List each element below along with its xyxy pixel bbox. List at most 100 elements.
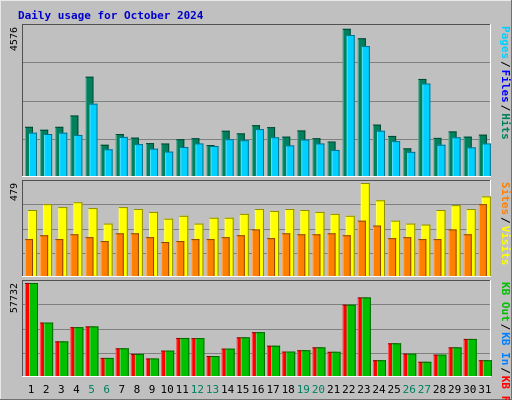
- bar-sites-day-25: [388, 238, 397, 276]
- x-tick-label-day-23: 23: [357, 383, 370, 396]
- panel-1-legend-separator: /: [499, 105, 512, 112]
- bar-kbout-day-29: [452, 347, 462, 376]
- bar-sites-day-14: [221, 237, 230, 276]
- bar-pages-day-23: [361, 46, 370, 176]
- bar-sites-day-29: [448, 229, 457, 276]
- panel-1-legend-files: Files: [499, 70, 512, 103]
- bar-pages-day-15: [240, 140, 249, 176]
- x-tick-label-day-21: 21: [327, 383, 340, 396]
- x-tick-label-day-9: 9: [149, 383, 156, 396]
- bar-kbout-day-21: [331, 351, 341, 376]
- x-tick-label-day-17: 17: [266, 383, 279, 396]
- bar-pages-day-16: [255, 129, 264, 176]
- panel-2-legend-sites: Sites: [499, 182, 512, 215]
- panel-1-legend-separator: /: [499, 61, 512, 68]
- bar-kbout-day-27: [422, 361, 432, 376]
- bar-kbout-day-31: [482, 360, 492, 376]
- bar-pages-day-13: [210, 146, 219, 176]
- bar-pages-day-3: [59, 132, 68, 176]
- x-tick-label-day-30: 30: [463, 383, 476, 396]
- bar-sites-day-13: [206, 239, 215, 276]
- x-tick-label-day-24: 24: [372, 383, 386, 396]
- bar-sites-day-6: [100, 241, 109, 276]
- bar-pages-day-24: [376, 130, 385, 176]
- bar-kbout-day-8: [134, 353, 144, 376]
- x-tick-label-day-14: 14: [221, 383, 235, 396]
- bar-pages-day-19: [301, 139, 310, 176]
- bar-pages-day-7: [119, 136, 128, 176]
- bar-kbout-day-2: [44, 322, 54, 376]
- x-tick-label-day-16: 16: [251, 383, 264, 396]
- bar-pages-day-12: [195, 143, 204, 176]
- x-tick-label-day-27: 27: [418, 383, 431, 396]
- panel-2-max-label: 479: [9, 183, 20, 201]
- panel-1-legend-pages: Pages: [499, 26, 512, 59]
- bar-sites-day-23: [357, 220, 366, 276]
- bar-kbout-day-30: [467, 338, 477, 376]
- panel-2-legend-visits: Visits: [499, 226, 512, 266]
- panel-2-legend-separator: /: [499, 217, 512, 224]
- bar-pages-day-30: [467, 147, 476, 176]
- bar-kbout-day-19: [301, 350, 311, 376]
- bar-kbout-day-11: [180, 337, 190, 376]
- bar-sites-day-28: [433, 239, 442, 276]
- panel-3-max-label: 57732: [9, 283, 20, 313]
- x-tick-label-day-7: 7: [118, 383, 125, 396]
- x-tick-label-day-13: 13: [206, 383, 219, 396]
- bar-kbout-day-24: [376, 360, 386, 376]
- bar-sites-day-30: [463, 234, 472, 276]
- bar-kbout-day-3: [59, 341, 69, 376]
- panel-3-legend-separator: /: [499, 367, 512, 374]
- bar-kbout-day-4: [74, 327, 84, 376]
- bar-kbout-day-17: [271, 345, 281, 376]
- panel-3-legend-kb-f: KB F: [499, 376, 512, 400]
- x-tick-label-day-25: 25: [387, 383, 400, 396]
- bar-kbout-day-5: [89, 326, 99, 376]
- x-tick-label-day-22: 22: [342, 383, 355, 396]
- bar-kbout-day-16: [255, 332, 265, 376]
- panel-3-legend-kb-out: KB Out: [499, 282, 512, 322]
- bar-sites-day-20: [312, 234, 321, 276]
- bar-pages-day-18: [286, 145, 295, 176]
- bar-sites-day-18: [282, 233, 291, 276]
- bar-sites-day-15: [236, 235, 245, 276]
- bar-pages-day-10: [165, 151, 174, 176]
- bar-kbout-day-15: [240, 337, 250, 376]
- bar-kbout-day-1: [29, 283, 38, 376]
- bar-kbout-day-14: [225, 348, 235, 376]
- bar-sites-day-12: [191, 239, 200, 276]
- x-tick-label-day-18: 18: [282, 383, 295, 396]
- bar-kbout-day-25: [392, 343, 402, 376]
- bar-pages-day-14: [225, 139, 234, 176]
- x-tick-label-day-15: 15: [236, 383, 249, 396]
- x-tick-label-day-2: 2: [43, 383, 50, 396]
- bar-kbout-day-6: [104, 357, 114, 376]
- bar-sites-day-31: [478, 204, 487, 276]
- bar-sites-day-17: [267, 238, 276, 276]
- panel-3-legend-separator: /: [499, 324, 512, 331]
- x-tick-label-day-8: 8: [134, 383, 141, 396]
- bar-kbout-day-12: [195, 338, 205, 376]
- bar-kbout-day-7: [119, 348, 129, 376]
- bar-pages-day-11: [180, 147, 189, 176]
- bar-kbout-day-28: [437, 354, 447, 376]
- bar-pages-day-6: [104, 149, 113, 176]
- bar-sites-day-22: [342, 235, 351, 276]
- bar-kbout-day-10: [165, 350, 175, 376]
- bar-sites-day-2: [40, 235, 49, 276]
- x-tick-label-day-5: 5: [88, 383, 95, 396]
- bar-kbout-day-18: [286, 351, 296, 376]
- x-tick-label-day-6: 6: [103, 383, 110, 396]
- bar-sites-day-9: [146, 237, 155, 276]
- bar-pages-day-21: [331, 149, 340, 176]
- x-tick-label-day-1: 1: [28, 383, 35, 396]
- x-tick-label-day-10: 10: [161, 383, 174, 396]
- bar-sites-day-1: [25, 239, 33, 276]
- x-tick-label-day-19: 19: [297, 383, 310, 396]
- bar-sites-day-8: [130, 233, 139, 276]
- bar-pages-day-27: [422, 83, 431, 176]
- bar-sites-day-7: [115, 233, 124, 276]
- bar-kbout-day-26: [407, 353, 417, 376]
- panel-3-legend-kb-in: KB In: [499, 332, 512, 365]
